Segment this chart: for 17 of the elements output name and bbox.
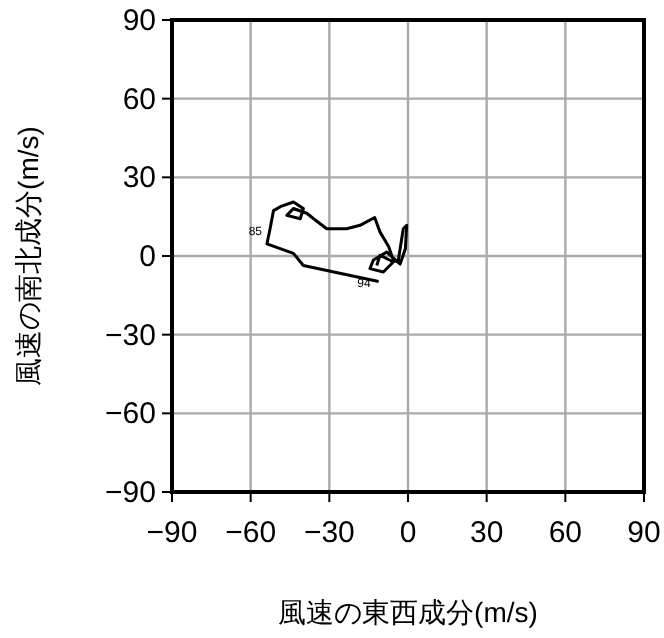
y-tick-label: 0 <box>139 240 156 274</box>
y-tick-label: 90 <box>122 4 156 38</box>
x-tick-label: −90 <box>146 516 198 550</box>
y-tick-label: −60 <box>105 397 156 432</box>
x-tick-label: 90 <box>627 516 661 550</box>
x-tick-label: −30 <box>303 516 355 550</box>
y-tick-label: 30 <box>122 161 156 196</box>
x-tick-label: −60 <box>225 516 277 550</box>
y-tick-label: −30 <box>105 318 156 353</box>
x-tick-label: 30 <box>469 516 504 550</box>
line-series <box>265 200 409 283</box>
x-axis-title: 風速の東西成分(m/s) <box>278 596 538 628</box>
y-tick-label: 60 <box>122 82 156 117</box>
x-tick-label: 0 <box>399 516 417 550</box>
y-axis-title: 風速の南北成分(m/s) <box>12 126 44 386</box>
x-tick-label: 60 <box>548 516 583 550</box>
y-tick-label: −90 <box>105 476 156 510</box>
